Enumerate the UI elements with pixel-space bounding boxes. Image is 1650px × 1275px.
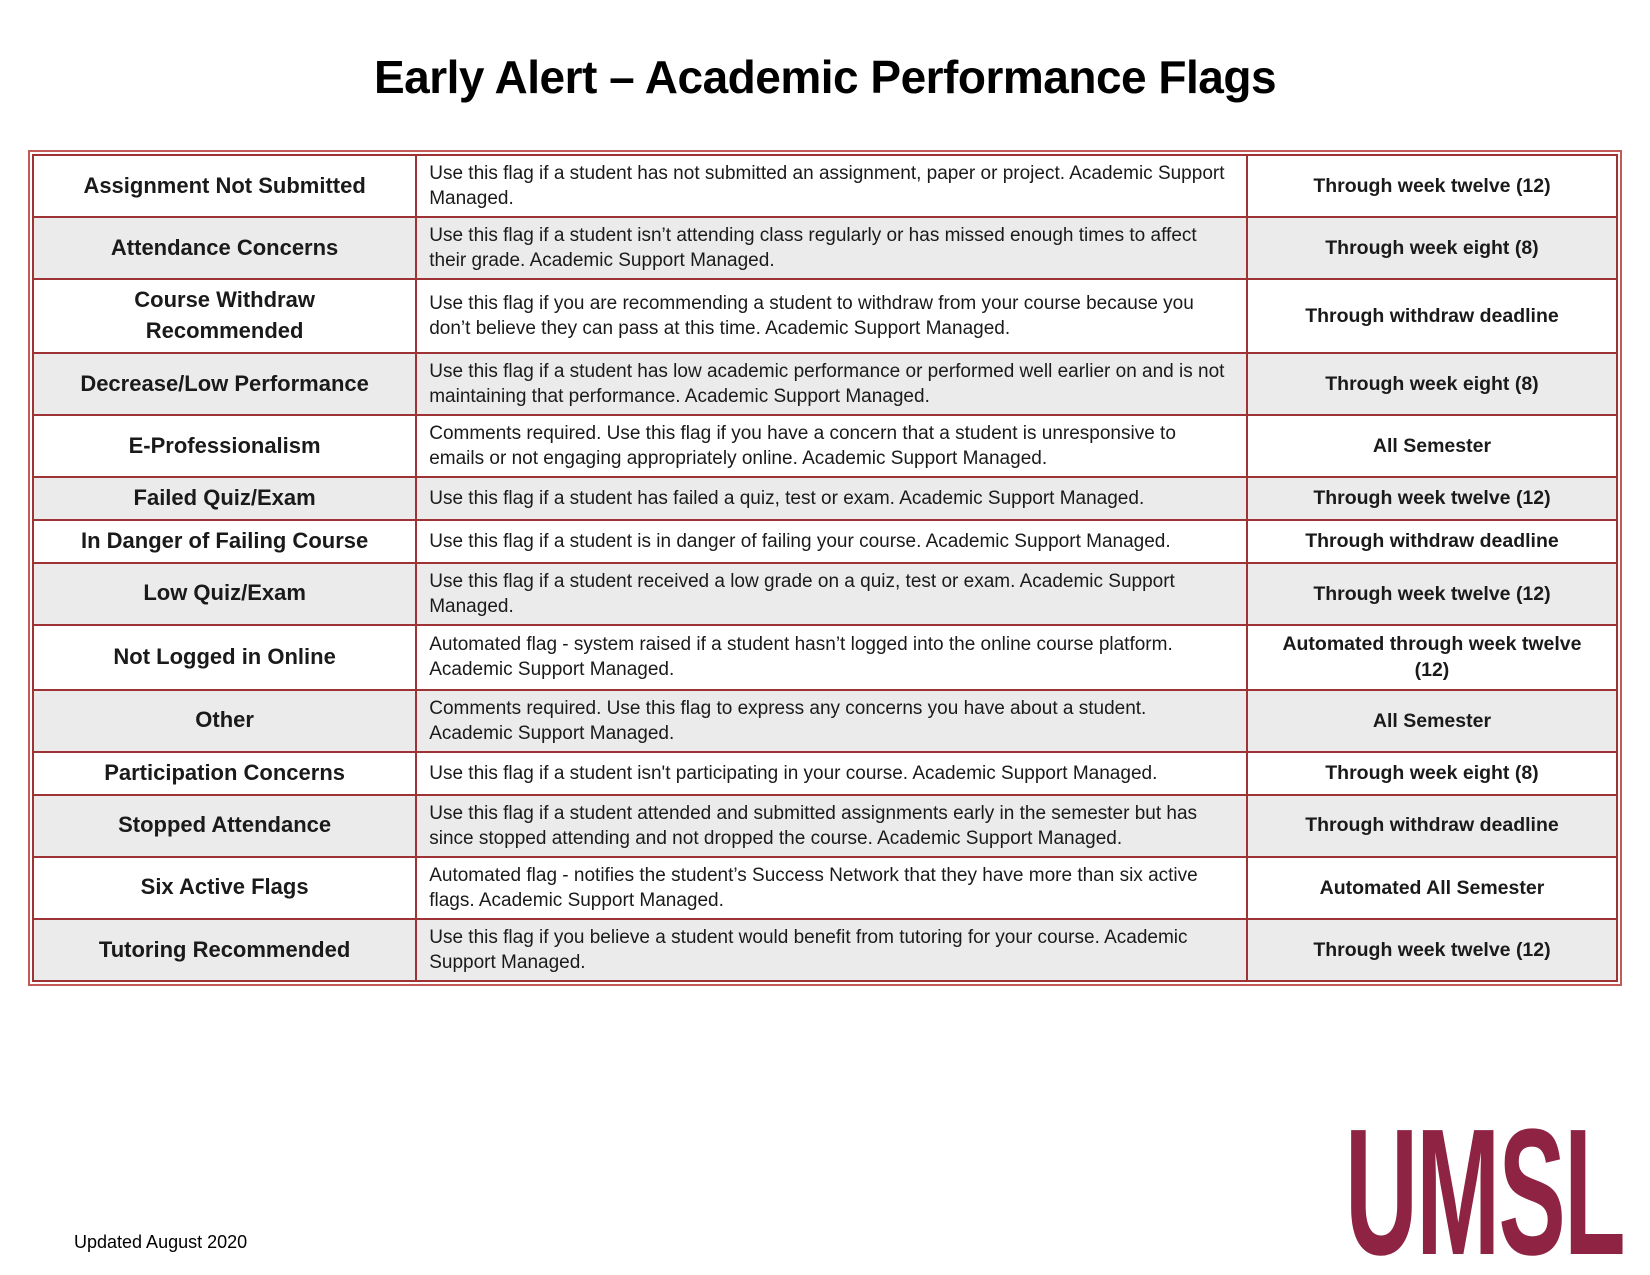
flag-duration-cell: Through week eight (8): [1245, 351, 1619, 417]
table-row: Assignment Not Submitted Use this flag i…: [31, 153, 1619, 219]
updated-note: Updated August 2020: [74, 1232, 248, 1252]
flag-name-cell: Tutoring Recommended: [31, 917, 418, 983]
flags-table-grid: Assignment Not Submitted Use this flag i…: [31, 153, 1619, 983]
flag-description-cell: Use this flag if a student has low acade…: [415, 351, 1248, 417]
table-row: Attendance Concerns Use this flag if a s…: [31, 216, 1619, 281]
table-row: Low Quiz/Exam Use this flag if a student…: [31, 561, 1619, 626]
flag-name-cell: In Danger of Failing Course: [31, 519, 418, 564]
table-row: Other Comments required. Use this flag t…: [31, 688, 1619, 753]
flag-duration-cell: Through withdraw deadline: [1245, 278, 1619, 354]
umsl-logo: UMSL: [1345, 1091, 1626, 1275]
flag-description-cell: Use this flag if a student isn't partici…: [415, 750, 1248, 796]
flag-description-cell: Use this flag if a student is in danger …: [415, 519, 1248, 564]
flag-name-cell: Other: [31, 688, 418, 753]
table-row: Not Logged in Online Automated flag - sy…: [31, 623, 1619, 691]
flag-name-cell: Failed Quiz/Exam: [31, 476, 418, 522]
flag-name-cell: Attendance Concerns: [31, 216, 418, 281]
flag-description-cell: Automated flag - system raised if a stud…: [415, 623, 1248, 691]
flag-description-cell: Use this flag if a student isn’t attendi…: [415, 216, 1248, 281]
flag-duration-cell: Through week twelve (12): [1245, 476, 1619, 522]
flag-name-cell: Decrease/Low Performance: [31, 351, 418, 417]
flag-duration-cell: Through week eight (8): [1245, 216, 1619, 281]
flag-description-cell: Comments required. Use this flag if you …: [415, 414, 1248, 479]
flag-description-cell: Use this flag if a student has failed a …: [415, 476, 1248, 522]
flag-description-cell: Use this flag if you believe a student w…: [415, 917, 1248, 983]
flag-name-cell: Course Withdraw Recommended: [31, 278, 418, 354]
flag-duration-cell: Through week twelve (12): [1245, 153, 1619, 219]
table-row: Stopped Attendance Use this flag if a st…: [31, 793, 1619, 858]
table-row: Tutoring Recommended Use this flag if yo…: [31, 917, 1619, 983]
flag-duration-cell: Automated through week twelve (12): [1245, 623, 1619, 691]
flag-description-cell: Automated flag - notifies the student’s …: [415, 855, 1248, 920]
flag-name-cell: Participation Concerns: [31, 750, 418, 796]
flag-description-cell: Use this flag if a student attended and …: [415, 793, 1248, 858]
table-row: Six Active Flags Automated flag - notifi…: [31, 855, 1619, 920]
flag-description-cell: Use this flag if a student received a lo…: [415, 561, 1248, 626]
flag-duration-cell: Through week twelve (12): [1245, 561, 1619, 626]
table-row: In Danger of Failing Course Use this fla…: [31, 519, 1619, 564]
table-row: Failed Quiz/Exam Use this flag if a stud…: [31, 476, 1619, 522]
flag-duration-cell: Through withdraw deadline: [1245, 793, 1619, 858]
flag-duration-cell: Through week eight (8): [1245, 750, 1619, 796]
flag-name-cell: E-Professionalism: [31, 414, 418, 479]
flag-duration-cell: Through week twelve (12): [1245, 917, 1619, 983]
flag-duration-cell: Through withdraw deadline: [1245, 519, 1619, 564]
flags-table: Assignment Not Submitted Use this flag i…: [28, 150, 1622, 987]
table-row: Decrease/Low Performance Use this flag i…: [31, 351, 1619, 417]
flag-name-cell: Not Logged in Online: [31, 623, 418, 691]
page-title: Early Alert – Academic Performance Flags: [373, 51, 1277, 103]
flag-name-cell: Assignment Not Submitted: [31, 153, 418, 219]
flag-name-cell: Low Quiz/Exam: [31, 561, 418, 626]
flag-duration-cell: All Semester: [1245, 688, 1619, 753]
flag-description-cell: Use this flag if you are recommending a …: [415, 278, 1248, 354]
table-row: E-Professionalism Comments required. Use…: [31, 414, 1619, 479]
table-row: Course Withdraw Recommended Use this fla…: [31, 278, 1619, 354]
flag-description-cell: Use this flag if a student has not submi…: [415, 153, 1248, 219]
flag-description-cell: Comments required. Use this flag to expr…: [415, 688, 1248, 753]
flag-name-cell: Six Active Flags: [31, 855, 418, 920]
table-row: Participation Concerns Use this flag if …: [31, 750, 1619, 796]
flag-duration-cell: All Semester: [1245, 414, 1619, 479]
flag-duration-cell: Automated All Semester: [1245, 855, 1619, 920]
flag-name-cell: Stopped Attendance: [31, 793, 418, 858]
